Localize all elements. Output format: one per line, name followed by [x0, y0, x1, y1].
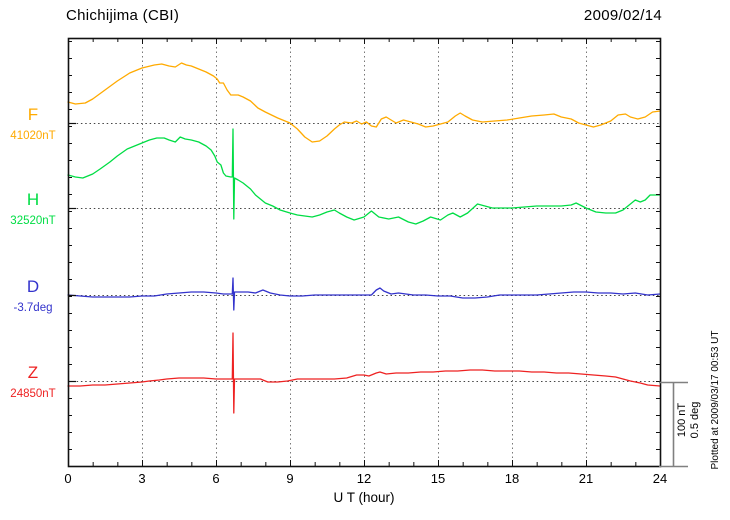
x-tick-label-6: 6 [212, 471, 220, 486]
scale-bar-label-nt: 100 nT [676, 402, 688, 438]
trace-H [67, 128, 661, 225]
x-tick-label-3: 3 [138, 471, 146, 486]
x-tick-label-0: 0 [64, 471, 72, 486]
x-tick-label-24: 24 [652, 471, 668, 486]
x-tick-label-15: 15 [430, 471, 446, 486]
series-letter-Z: Z [27, 363, 39, 382]
scale-bar-label: 100 nT 0.5 deg [676, 380, 704, 460]
series-label-D: D -3.7deg [4, 277, 62, 315]
station-title: Chichijima (CBI) [66, 7, 180, 24]
series-baseline-value-H: 32520nT [10, 215, 56, 227]
x-tick-label-18: 18 [504, 471, 520, 486]
series-label-H: H 32520nT [4, 190, 62, 228]
plot-date: 2009/02/14 [583, 7, 662, 24]
scale-bar-label-deg: 0.5 deg [689, 401, 701, 439]
series-letter-D: D [26, 277, 40, 296]
x-axis-title: U T (hour) [333, 490, 395, 505]
trace-F [67, 62, 661, 143]
x-tick-label-21: 21 [578, 471, 594, 486]
trace-D [67, 277, 661, 311]
series-letter-H: H [26, 190, 40, 209]
x-tick-label-9: 9 [286, 471, 294, 486]
trace-Z [67, 332, 661, 414]
series-letter-F: F [27, 105, 39, 124]
plot-frame [67, 37, 662, 468]
series-baseline-value-Z: 24850nT [10, 388, 56, 400]
series-baseline-value-F: 41020nT [10, 130, 56, 142]
series-label-Z: Z 24850nT [4, 363, 62, 401]
series-baseline-value-D: -3.7deg [13, 302, 53, 314]
series-label-F: F 41020nT [4, 105, 62, 143]
x-tick-label-12: 12 [356, 471, 372, 486]
plotted-at-note: Plotted at 2009/03/17 00:53 UT [710, 330, 721, 470]
